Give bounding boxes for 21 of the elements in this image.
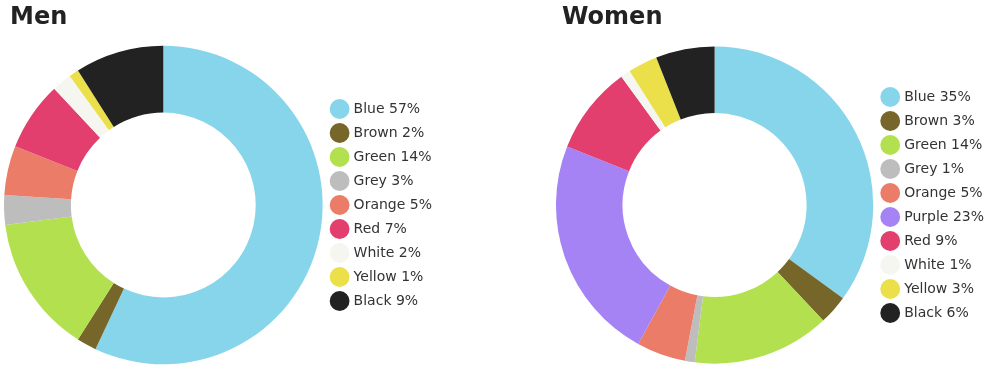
legend-label: Purple 23% — [904, 207, 985, 224]
legend-label: Yellow 3% — [903, 279, 974, 296]
legend-label: Orange 5% — [353, 195, 432, 212]
legend-label: White 1% — [904, 255, 972, 272]
legend-label: Red 7% — [353, 219, 407, 236]
legend-label: Blue 57% — [353, 99, 421, 116]
chart-title: Women — [562, 2, 663, 30]
legend-label: White 2% — [353, 243, 421, 260]
legend-label: Black 6% — [904, 303, 969, 320]
legend-label: Grey 3% — [353, 171, 414, 188]
legend-label: Red 9% — [904, 231, 958, 248]
legend-label: Green 14% — [904, 135, 983, 152]
legend-label: Blue 35% — [904, 87, 971, 104]
legend-label: Green 14% — [353, 147, 432, 164]
legend-label: Grey 1% — [904, 159, 965, 176]
legend-label: Brown 2% — [353, 123, 425, 140]
legend-label: Yellow 1% — [352, 267, 424, 284]
chart-title: Men — [10, 2, 68, 30]
legend-label: Brown 3% — [904, 111, 975, 128]
legend-label: Black 9% — [353, 291, 419, 308]
legend-label: Orange 5% — [904, 183, 983, 200]
